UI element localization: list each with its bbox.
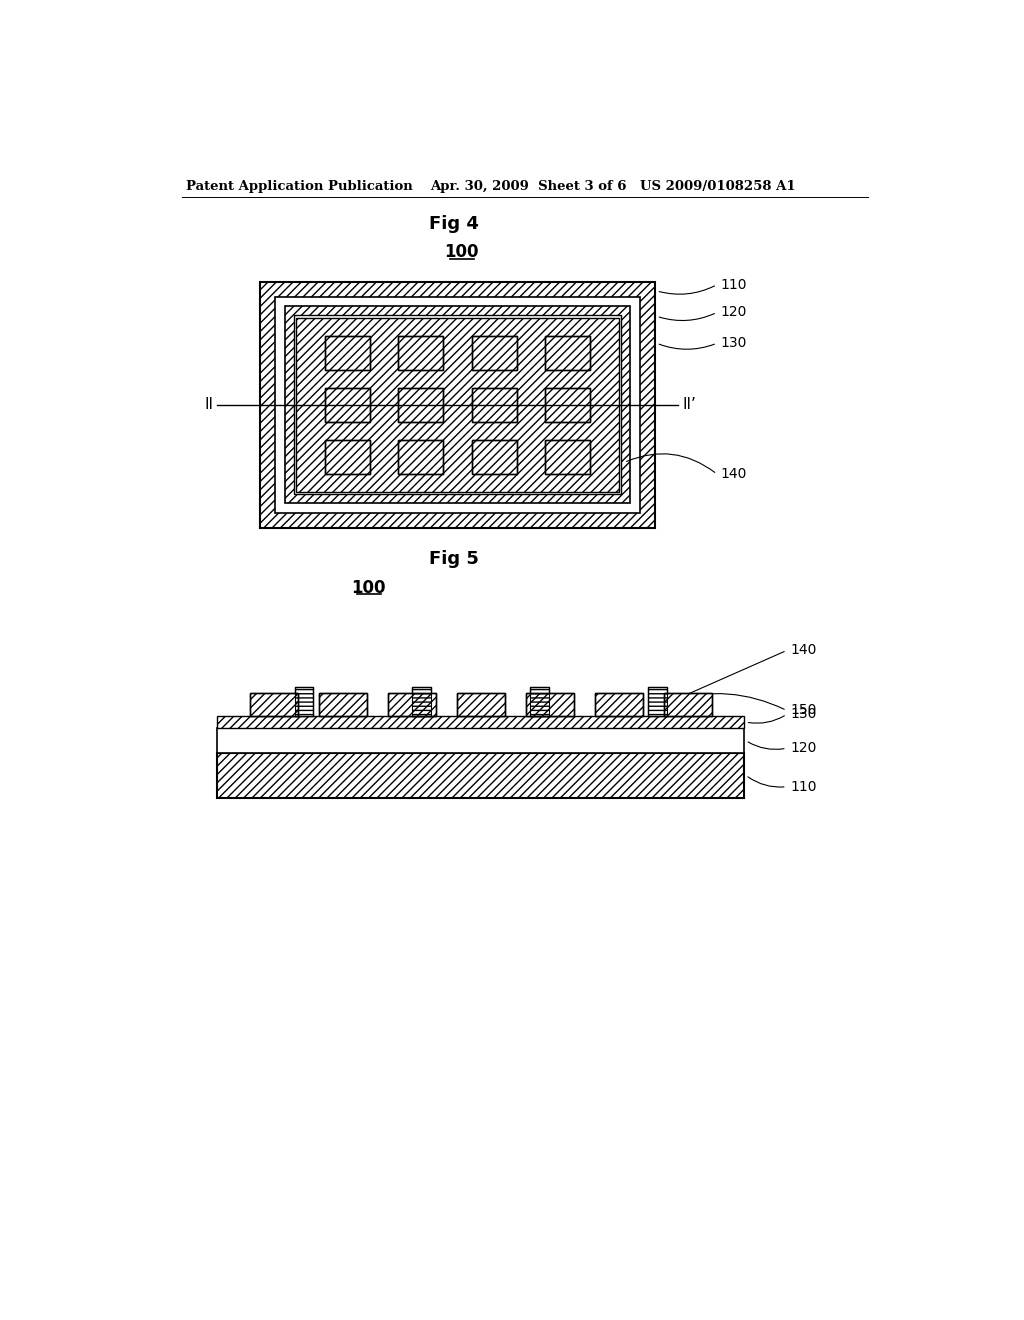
Bar [413,686,431,715]
Bar [595,693,643,715]
Bar [545,440,590,474]
Text: II: II [204,397,213,412]
Bar [388,693,435,715]
Bar [472,440,516,474]
Text: II’: II’ [682,397,696,412]
Bar [525,693,573,715]
Bar [525,693,573,715]
Bar [472,335,516,370]
Bar [325,335,370,370]
Bar [545,388,590,422]
Text: Patent Application Publication: Patent Application Publication [186,181,413,194]
Bar [472,388,516,422]
Bar [295,686,313,715]
Bar [595,693,643,715]
Bar [318,693,367,715]
Bar [664,693,712,715]
Bar [545,335,590,370]
Bar [398,388,443,422]
Bar [545,335,590,370]
Text: 110: 110 [721,277,748,292]
Bar [398,440,443,474]
Text: 140: 140 [791,643,817,657]
Text: 100: 100 [444,243,478,261]
Text: Apr. 30, 2009  Sheet 3 of 6: Apr. 30, 2009 Sheet 3 of 6 [430,181,627,194]
Text: US 2009/0108258 A1: US 2009/0108258 A1 [640,181,795,194]
Bar [530,686,549,715]
Text: 100: 100 [351,579,385,597]
Bar [472,440,516,474]
Bar [325,440,370,474]
Bar [217,752,744,797]
Text: 120: 120 [791,742,817,755]
Text: 150: 150 [791,704,817,718]
Bar [530,686,549,715]
Text: 130: 130 [721,337,748,350]
Bar [457,693,505,715]
Bar [250,693,298,715]
Text: 140: 140 [721,467,748,480]
Bar [398,388,443,422]
Text: 110: 110 [791,780,817,793]
Bar [318,693,367,715]
Text: 120: 120 [721,305,748,319]
Bar [217,729,744,752]
Bar [275,297,640,512]
Text: Fig 4: Fig 4 [429,215,478,232]
Bar [260,281,655,528]
Bar [545,388,590,422]
Bar [398,440,443,474]
Bar [398,335,443,370]
Bar [472,335,516,370]
Bar [325,388,370,422]
Bar [413,686,431,715]
Bar [398,335,443,370]
Bar [325,335,370,370]
Bar [664,693,712,715]
Bar [472,388,516,422]
Bar [294,315,621,494]
Bar [285,306,630,503]
Bar [545,440,590,474]
Text: 130: 130 [791,708,817,721]
Bar [217,715,744,729]
Bar [648,686,667,715]
Text: Fig 5: Fig 5 [429,550,478,568]
Bar [648,686,667,715]
Bar [325,440,370,474]
Bar [296,318,618,492]
Bar [295,686,313,715]
Bar [325,388,370,422]
Bar [457,693,505,715]
Bar [250,693,298,715]
Bar [388,693,435,715]
